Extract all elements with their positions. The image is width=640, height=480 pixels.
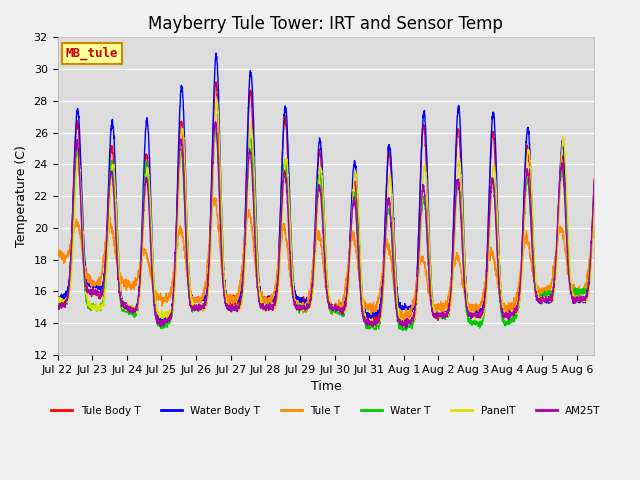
Y-axis label: Temperature (C): Temperature (C) — [15, 145, 28, 247]
Legend: Tule Body T, Water Body T, Tule T, Water T, PanelT, AM25T: Tule Body T, Water Body T, Tule T, Water… — [47, 401, 605, 420]
Text: MB_tule: MB_tule — [65, 47, 118, 60]
X-axis label: Time: Time — [310, 380, 341, 393]
Title: Mayberry Tule Tower: IRT and Sensor Temp: Mayberry Tule Tower: IRT and Sensor Temp — [148, 15, 503, 33]
